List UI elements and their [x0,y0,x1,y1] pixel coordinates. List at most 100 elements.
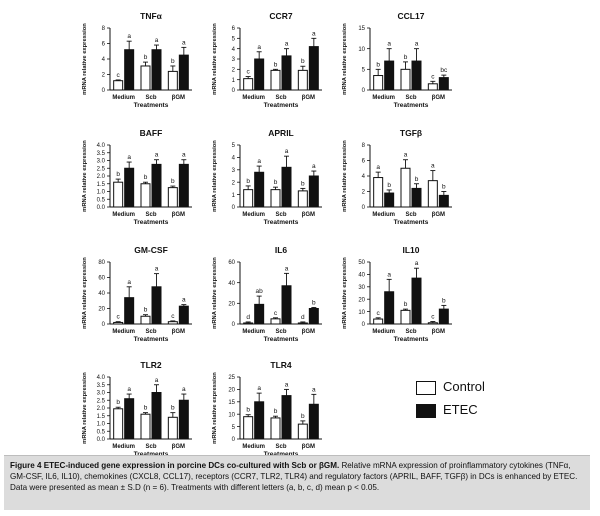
bar-etec [151,49,162,91]
bar-etec [438,194,449,208]
significance-letter: b [246,407,250,414]
significance-letter: b [171,178,175,185]
figure-panels: TNFα 0 2 4 6 8 mRNA relative expression Treatme… [82,11,452,455]
bar-etec [384,192,395,208]
bar-control [167,70,178,91]
bar-etec [151,163,162,208]
x-axis-label: Treatments [264,336,299,343]
bar-etec [281,166,292,208]
y-tick-label: 1.0 [97,422,106,428]
category-label: Medium [242,329,265,335]
y-tick-label: 0.0 [97,205,106,211]
bar-etec [438,77,449,91]
y-tick-label: 2.5 [97,166,106,172]
significance-letter: a [285,381,289,388]
significance-letter: c [171,313,175,320]
chart-panel-tgf: TGFβ 0 2 4 6 8 mRNA relative expression Treatme… [342,128,452,226]
y-tick-label: 3 [232,57,236,63]
bar-etec [151,392,162,440]
significance-letter: b [171,405,175,412]
category-label: βGM [432,329,445,335]
bar-etec [281,395,292,440]
bar-etec [254,401,265,440]
bar-etec [308,308,319,325]
bar-control [400,68,411,91]
y-tick-label: 10 [228,412,235,418]
bar-control [297,322,308,325]
category-label: βGM [432,95,445,101]
bar-etec [411,277,422,325]
y-tick-label: 0 [362,88,366,94]
bar-etec [124,49,135,91]
significance-letter: b [116,399,120,406]
significance-letter: bc [440,67,448,74]
y-tick-label: 8 [362,143,366,149]
bar-etec [151,286,162,325]
y-tick-label: 3.5 [97,383,106,389]
y-tick-label: 5 [232,37,236,43]
significance-letter: a [257,44,261,51]
y-tick-label: 60 [98,276,105,282]
bar-control [113,408,124,440]
y-tick-label: 30 [358,285,365,291]
y-axis-label: mRNA relative expression [212,23,218,95]
chart-panel-gmcsf: GM-CSF 0 20 40 60 80 mRNA relative expression T… [82,245,192,343]
bar-control [297,423,308,440]
x-axis-label: Treatments [394,219,429,226]
legend-control-label: Control [443,379,485,394]
significance-letter: a [285,41,289,48]
y-tick-label: 8 [102,26,106,32]
bar-control [297,190,308,208]
significance-letter: a [155,152,159,159]
figure-caption: Figure 4 ETEC-induced gene expression in… [4,455,590,510]
y-tick-label: 1.0 [97,190,106,196]
chart-title: APRIL [268,128,294,138]
significance-letter: a [312,30,316,37]
y-tick-label: 2 [232,68,236,74]
category-label: βGM [432,212,445,218]
bar-control [373,177,384,208]
significance-letter: b [274,61,278,68]
chart-title: TLR4 [270,360,292,370]
y-tick-label: 60 [228,260,235,266]
y-tick-label: 0.0 [97,437,106,443]
y-axis-label: mRNA relative expression [82,257,88,329]
bar-control [270,69,281,91]
significance-letter: a [182,152,186,159]
bar-etec [254,303,265,325]
y-tick-label: 2 [232,180,236,186]
x-axis-label: Treatments [134,336,169,343]
x-axis-label: Treatments [134,219,169,226]
category-label: Scb [275,329,286,335]
significance-letter: a [182,297,186,304]
chart-title: IL10 [402,245,419,255]
significance-letter: b [312,299,316,306]
y-tick-label: 2.0 [97,406,106,412]
y-tick-label: 20 [228,302,235,308]
significance-letter: b [246,178,250,185]
significance-letter: a [387,41,391,48]
significance-letter: a [257,158,261,165]
bar-control [270,417,281,440]
y-tick-label: 0.5 [97,429,106,435]
bar-etec [438,308,449,325]
caption-text: Relative mRNA expression of proinflammat… [10,461,578,492]
bar-control [270,189,281,208]
bar-control [167,321,178,325]
category-label: Scb [145,212,156,218]
y-tick-label: 0.5 [97,197,106,203]
bar-etec [308,46,319,91]
category-label: Medium [112,95,135,101]
chart-title: TLR2 [140,360,162,370]
bar-etec [254,171,265,208]
y-tick-label: 4 [232,156,236,162]
significance-letter: b [144,174,148,181]
y-tick-label: 1.5 [97,414,106,420]
y-axis-label: mRNA relative expression [212,140,218,212]
bar-control [297,69,308,91]
significance-letter: b [415,176,419,183]
bar-control [243,322,254,325]
x-axis-label: Treatments [394,102,429,109]
significance-letter: a [312,163,316,170]
y-tick-label: 2.5 [97,398,106,404]
